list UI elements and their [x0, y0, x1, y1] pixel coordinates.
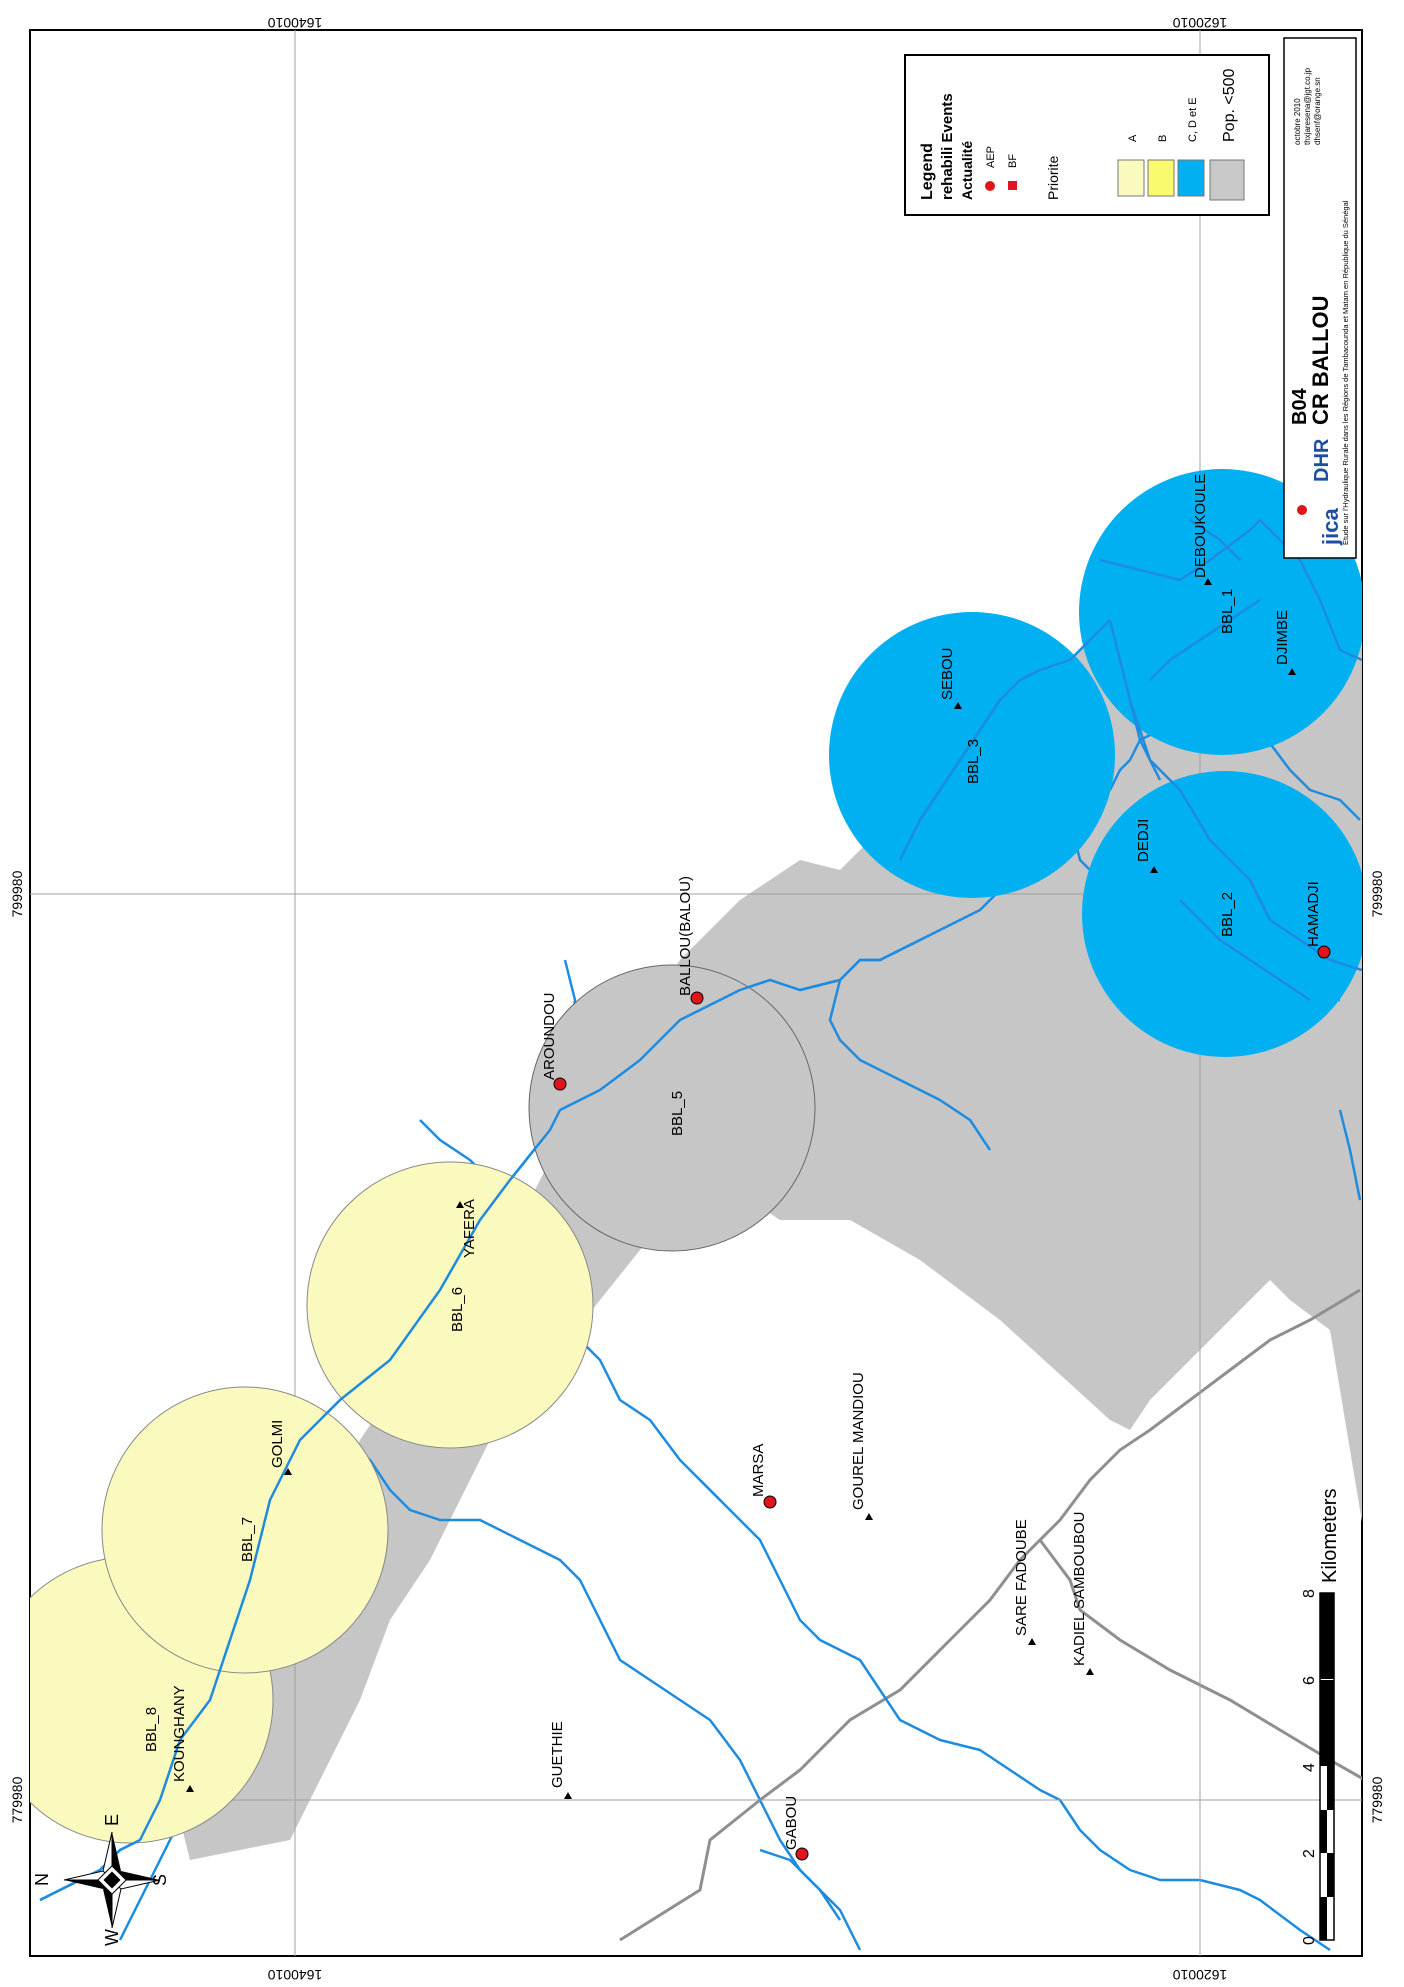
- legend-title: Legend: [919, 143, 936, 200]
- coord-left-bottom: 779980: [9, 1776, 25, 1823]
- study-description: Etude sur l'Hydraulique Rurale dans les …: [1341, 200, 1350, 545]
- contact-email-2: dhsenf@orange.sn: [1313, 77, 1322, 145]
- zone-label-bbl-1: BBL_1: [1219, 589, 1236, 634]
- legend: Legend rehabili Events Actualité AEP BF …: [904, 54, 1270, 216]
- jica-logo-dot: [1297, 505, 1307, 515]
- village-label-guethie: GUETHIE: [549, 1721, 566, 1788]
- legend-bf-symbol: [1008, 181, 1017, 190]
- village-label-ballou: BALLOU(BALOU): [677, 876, 694, 996]
- north-arrow-icon: N S E W: [32, 1814, 170, 1946]
- zone-bbl-2: [1082, 771, 1362, 1057]
- zone-label-bbl-3: BBL_3: [965, 739, 982, 784]
- map-title: CR BALLOU: [1308, 295, 1333, 425]
- map-date: octobre 2010: [1293, 98, 1302, 145]
- legend-swatch-pop: [1209, 159, 1245, 201]
- legend-item-aep: AEP: [985, 146, 997, 168]
- zone-bbl-3: [829, 612, 1115, 898]
- compass-w: W: [102, 1929, 122, 1946]
- coord-bottom-right: 1620010: [1173, 1967, 1228, 1983]
- dhr-logo-text: DHR: [1311, 438, 1333, 482]
- coord-right-top: 799980: [1369, 870, 1385, 917]
- legend-priorite: Priorite: [1045, 155, 1061, 200]
- coord-left-top: 799980: [9, 870, 25, 917]
- village-label-kounghany: KOUNGHANY: [171, 1685, 188, 1782]
- scale-tick-4: 4: [1301, 1763, 1318, 1772]
- village-label-sebou: SEBOU: [939, 647, 956, 700]
- legend-swatch-a: [1117, 159, 1145, 197]
- scale-tick-8: 8: [1301, 1589, 1318, 1598]
- title-block: B04 CR BALLOU jica DHR octobre 2010 thxj…: [1283, 37, 1357, 559]
- village-label-sare-fadoube: SARE FADOUBE: [1013, 1519, 1030, 1636]
- zone-label-bbl-8: BBL_8: [143, 1707, 160, 1752]
- legend-subtitle: rehabili Events: [939, 93, 956, 200]
- village-label-aroundou: AROUNDOU: [541, 992, 558, 1080]
- legend-swatch-b: [1147, 159, 1175, 197]
- coord-right-bottom: 779980: [1369, 1776, 1385, 1823]
- compass-s: S: [150, 1874, 170, 1886]
- scale-tick-6: 6: [1301, 1676, 1318, 1685]
- map-code: B04: [1289, 387, 1311, 425]
- village-label-marsa: MARSA: [750, 1444, 767, 1497]
- legend-priority-cde: C, D et E: [1187, 97, 1199, 142]
- zone-bbl-5: [528, 964, 816, 1252]
- zone-label-bbl-2: BBL_2: [1219, 892, 1236, 937]
- village-label-golmi: GOLMI: [269, 1420, 286, 1468]
- legend-actualite: Actualité: [959, 141, 975, 200]
- compass-e: E: [102, 1814, 122, 1826]
- zone-label-bbl-5: BBL_5: [669, 1091, 686, 1136]
- village-label-yafera: YAFERA: [461, 1199, 478, 1258]
- zone-bbl-7: [101, 1386, 389, 1674]
- coord-top-right: 1620010: [1173, 15, 1228, 31]
- scale-bar: 0 2 4 6 8 Kilometers: [1301, 1489, 1341, 1945]
- village-label-djimbe: DJIMBE: [1274, 610, 1291, 665]
- village-label-gourel-mandiou: GOUREL MANDIOU: [850, 1372, 867, 1510]
- legend-item-bf: BF: [1007, 154, 1019, 168]
- legend-priority-a: A: [1127, 134, 1139, 142]
- scale-unit: Kilometers: [1319, 1489, 1341, 1583]
- village-label-hamadji: HAMADJI: [1305, 881, 1322, 947]
- coord-top-left: 1640010: [268, 15, 323, 31]
- legend-priority-b: B: [1157, 135, 1169, 142]
- jica-logo-text: jica: [1318, 508, 1343, 546]
- commune-area: [180, 590, 1362, 1860]
- zone-label-bbl-6: BBL_6: [449, 1287, 466, 1332]
- scale-tick-0: 0: [1301, 1936, 1318, 1945]
- compass-n: N: [32, 1873, 52, 1886]
- coord-bottom-left: 1640010: [268, 1967, 323, 1983]
- zone-bbl-6: [306, 1161, 594, 1449]
- legend-swatch-cde: [1177, 159, 1205, 197]
- contact-email-1: thxjaresena@jgt.co.jp: [1303, 67, 1312, 145]
- village-label-kadiel-samboubou: KADIEL SAMBOUBOU: [1071, 1512, 1088, 1666]
- road: [1038, 1539, 1362, 1781]
- village-markers: [186, 578, 1331, 1861]
- scale-tick-2: 2: [1301, 1849, 1318, 1858]
- zone-label-bbl-7: BBL_7: [239, 1517, 256, 1562]
- legend-priority-pop: Pop. <500: [1221, 69, 1238, 143]
- legend-aep-symbol: [985, 181, 995, 191]
- village-label-dedji: DEDJI: [1135, 819, 1152, 862]
- village-label-gabou: GABOU: [783, 1796, 800, 1850]
- village-label-deboukoule: DEBOUKOULE: [1192, 474, 1209, 578]
